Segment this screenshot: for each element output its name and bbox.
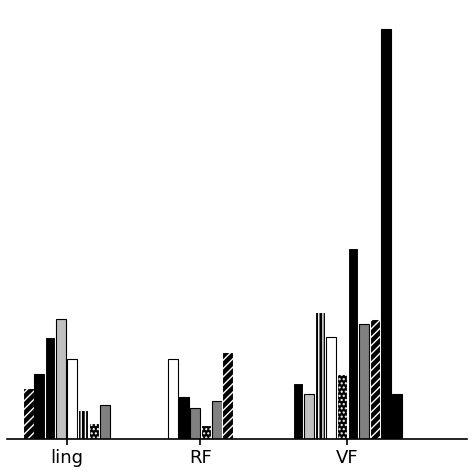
Bar (304, 394, 314, 438)
Bar (359, 324, 369, 438)
Bar (392, 394, 401, 438)
Bar (190, 408, 200, 438)
Bar (89, 423, 99, 438)
Bar (201, 425, 211, 438)
Bar (348, 248, 358, 438)
Bar (211, 401, 222, 438)
Bar (315, 312, 325, 438)
Bar (326, 337, 336, 438)
Bar (381, 29, 391, 438)
Bar (337, 374, 347, 438)
Bar (179, 397, 189, 438)
Bar (222, 352, 233, 438)
Bar (78, 410, 88, 438)
Bar (46, 337, 55, 438)
Bar (23, 388, 34, 438)
Bar (100, 405, 110, 438)
Bar (370, 319, 380, 438)
Bar (56, 319, 66, 438)
Bar (293, 383, 303, 438)
Bar (67, 359, 77, 438)
Bar (168, 359, 178, 438)
Bar (35, 374, 45, 438)
